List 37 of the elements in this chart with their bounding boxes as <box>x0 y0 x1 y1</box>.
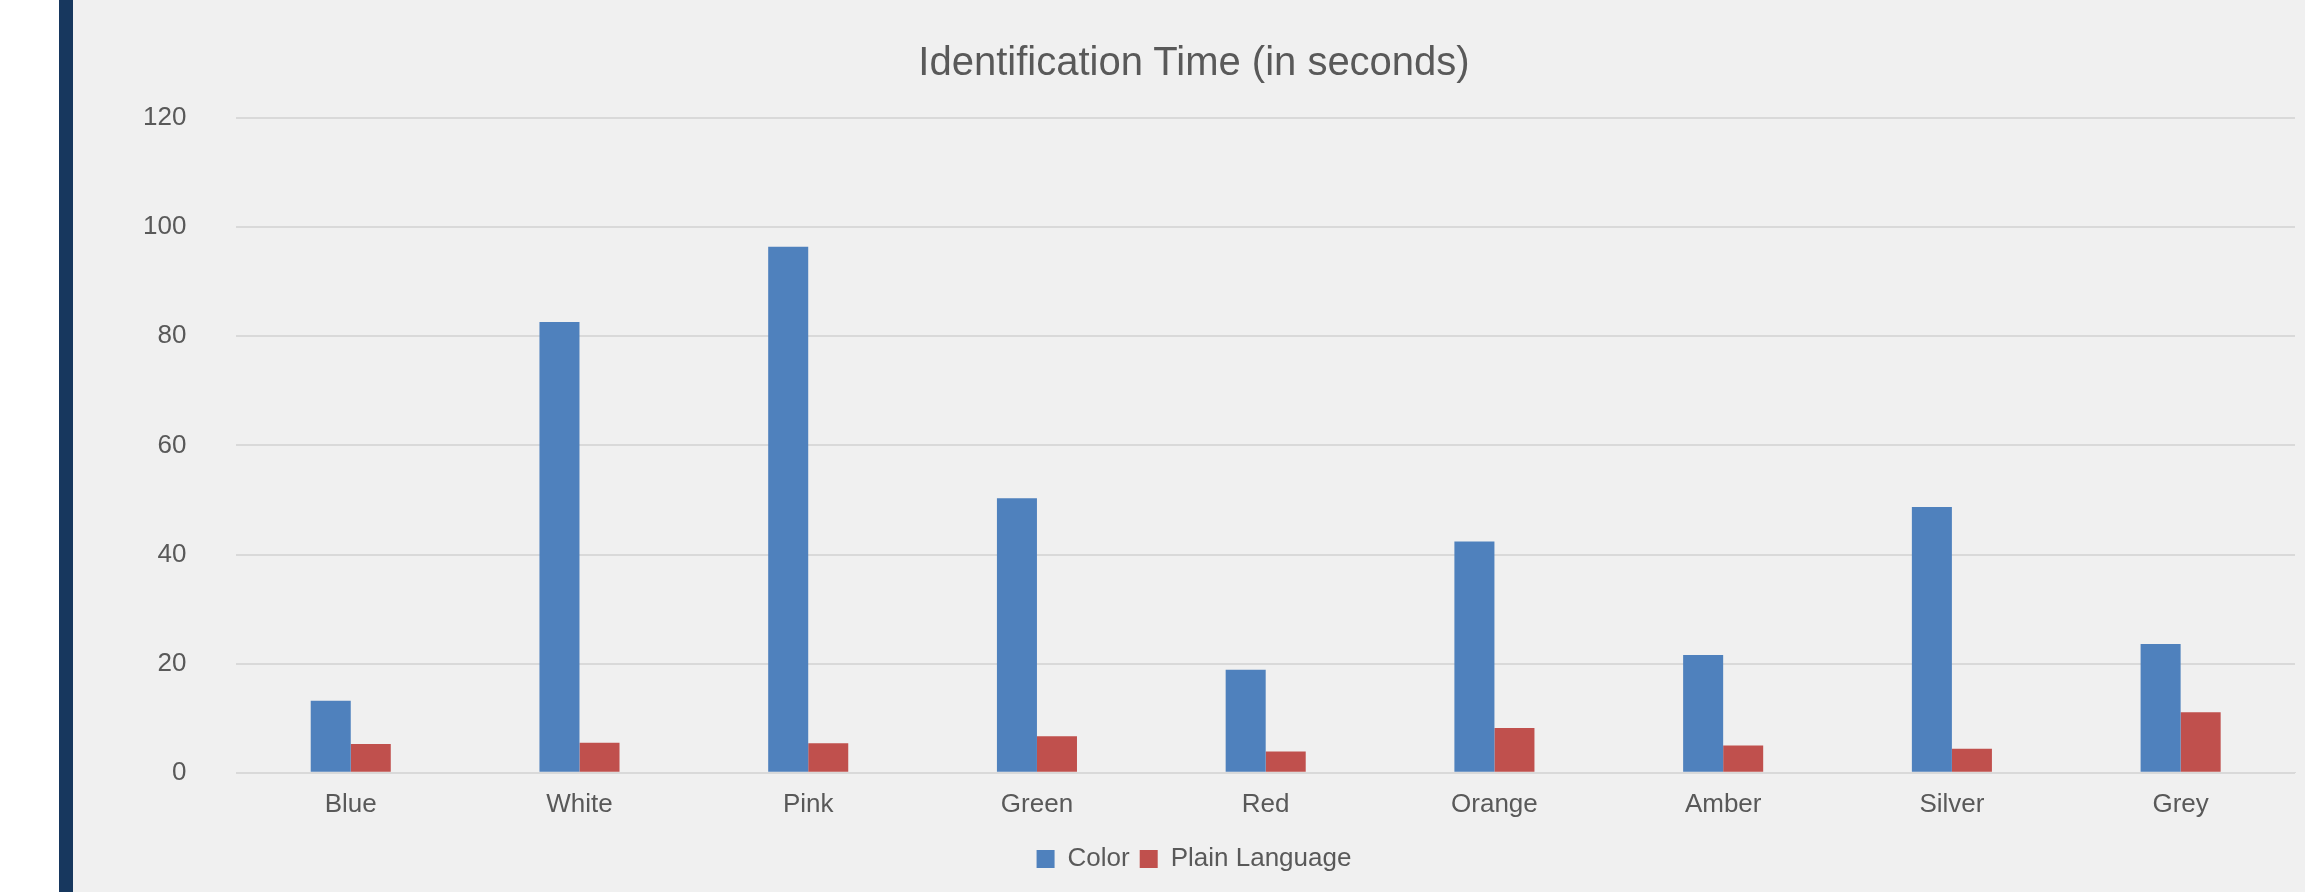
bar <box>1683 654 1724 772</box>
x-tick-label: Grey <box>2152 787 2209 818</box>
y-tick-label: 60 <box>157 428 187 459</box>
x-tick-label: Silver <box>1919 787 1985 818</box>
y-tick-label: 20 <box>157 646 187 677</box>
x-tick-label: Green <box>1000 787 1074 818</box>
bar <box>2180 712 2221 772</box>
x-tick-label: Blue <box>324 787 377 818</box>
legend-label: Color <box>1067 842 1131 873</box>
bar <box>539 322 580 772</box>
bar <box>1951 748 1992 772</box>
bar <box>1454 541 1495 772</box>
bar <box>996 498 1037 772</box>
bar <box>768 246 809 772</box>
y-tick-label: 100 <box>142 210 187 241</box>
y-tick-label: 40 <box>157 537 187 568</box>
x-tick-label: Pink <box>782 787 835 818</box>
bar <box>1494 728 1535 772</box>
bar <box>310 700 351 772</box>
legend-label: Plain Language <box>1170 842 1352 873</box>
y-tick-label: 0 <box>171 755 187 786</box>
bar <box>1225 669 1266 772</box>
x-tick-label: Amber <box>1684 787 1762 818</box>
x-tick-label: White <box>546 787 613 818</box>
bar <box>1265 751 1306 772</box>
bar <box>808 743 849 772</box>
x-tick-label: Orange <box>1451 787 1538 818</box>
bar <box>1911 507 1952 772</box>
y-tick-label: 80 <box>157 319 187 350</box>
bar <box>350 743 391 772</box>
chart-title: Identification Time (in seconds) <box>918 39 1470 84</box>
x-tick-label: Red <box>1241 787 1290 818</box>
bar <box>1723 745 1764 772</box>
bar <box>2140 644 2181 772</box>
bar <box>1036 736 1077 772</box>
bar <box>579 742 620 772</box>
y-tick-label: 120 <box>142 101 187 132</box>
